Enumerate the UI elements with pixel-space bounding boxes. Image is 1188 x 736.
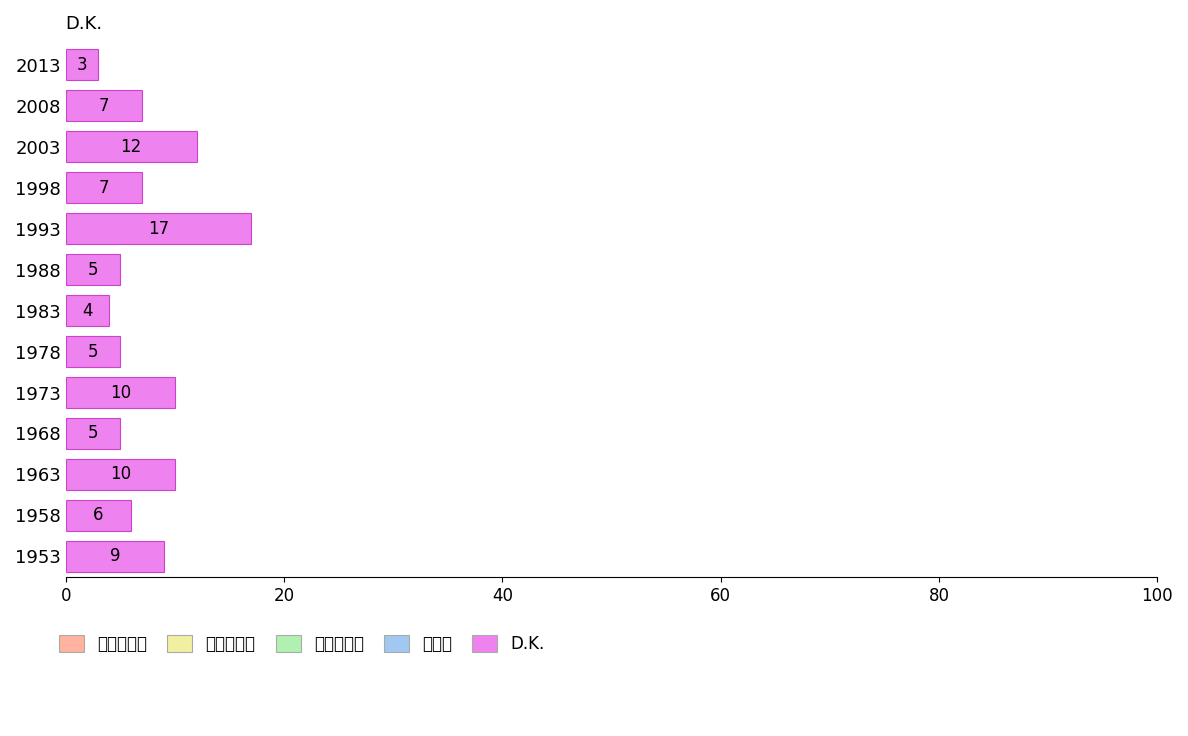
Bar bbox=[65, 459, 175, 490]
Text: 5: 5 bbox=[88, 342, 99, 361]
Bar bbox=[65, 91, 143, 121]
Bar bbox=[65, 336, 120, 367]
Text: 10: 10 bbox=[109, 465, 131, 484]
Bar bbox=[65, 500, 131, 531]
Legend: 自然に従え, 自然を利用, 自然を征服, その他, D.K.: 自然に従え, 自然を利用, 自然を征服, その他, D.K. bbox=[52, 628, 551, 659]
Text: 5: 5 bbox=[88, 261, 99, 278]
Text: 4: 4 bbox=[82, 302, 93, 319]
Text: 9: 9 bbox=[109, 548, 120, 565]
Bar bbox=[65, 254, 120, 285]
Text: D.K.: D.K. bbox=[65, 15, 103, 33]
Bar bbox=[65, 418, 120, 449]
Bar bbox=[65, 541, 164, 572]
Text: 7: 7 bbox=[99, 179, 109, 197]
Text: 10: 10 bbox=[109, 383, 131, 402]
Text: 5: 5 bbox=[88, 425, 99, 442]
Bar bbox=[65, 172, 143, 203]
Text: 7: 7 bbox=[99, 96, 109, 115]
Text: 17: 17 bbox=[148, 219, 169, 238]
Bar bbox=[65, 131, 197, 162]
Text: 6: 6 bbox=[93, 506, 103, 525]
Text: 3: 3 bbox=[77, 56, 88, 74]
Text: 12: 12 bbox=[121, 138, 141, 155]
Bar bbox=[65, 213, 252, 244]
Bar bbox=[65, 49, 99, 80]
Bar bbox=[65, 377, 175, 408]
Bar bbox=[65, 295, 109, 326]
